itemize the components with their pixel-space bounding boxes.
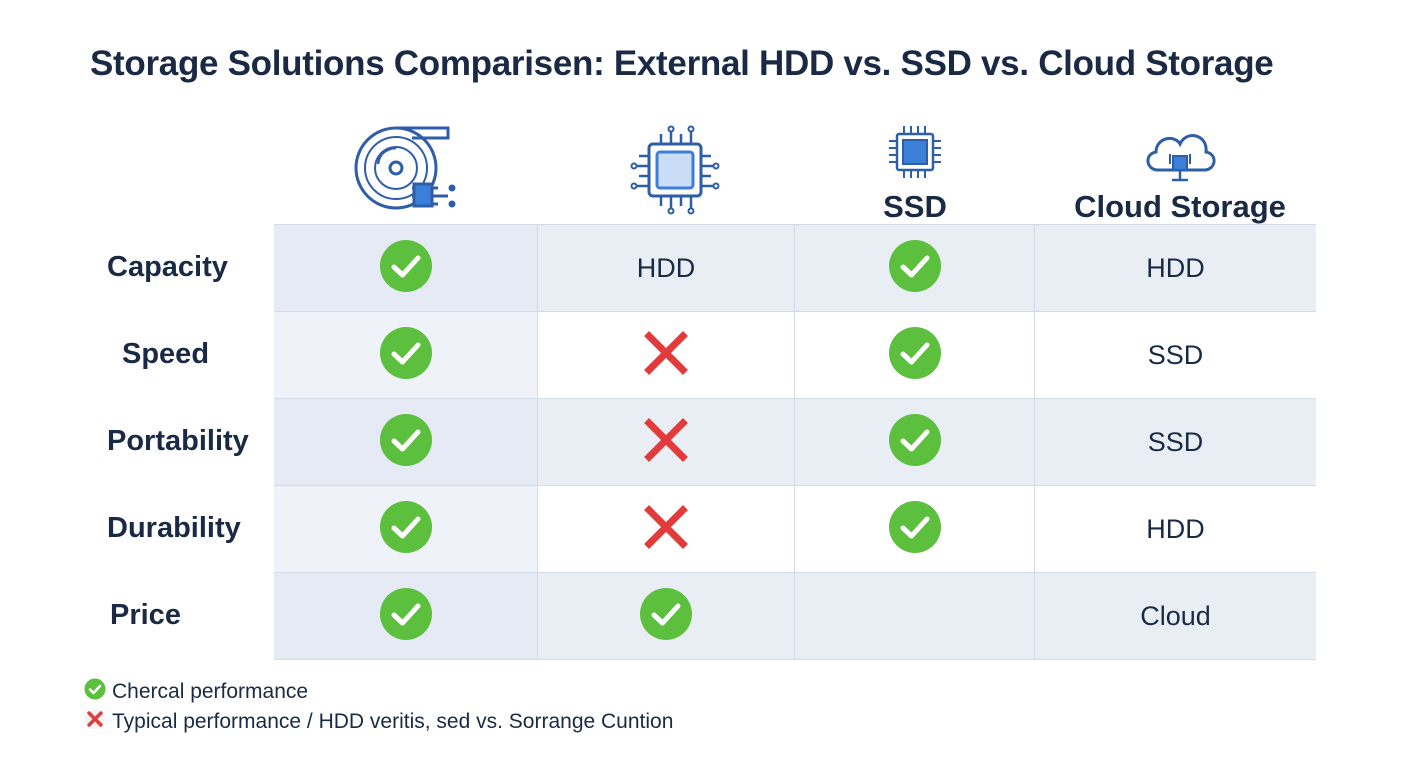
legend-label-check: Chercal performance bbox=[112, 680, 309, 703]
table-cell bbox=[274, 573, 538, 659]
cell-text: SSD bbox=[1147, 426, 1204, 457]
column-header-cloud: Cloud Storage bbox=[1070, 108, 1290, 224]
row-label: Capacity bbox=[107, 250, 228, 283]
hard-disk-icon bbox=[352, 124, 458, 216]
table-cell bbox=[274, 486, 538, 572]
table-row: SSD bbox=[274, 312, 1316, 399]
row-label: Speed bbox=[122, 337, 210, 370]
table-row: HDD bbox=[274, 486, 1316, 573]
chip-icon bbox=[884, 122, 946, 182]
table-cell bbox=[795, 399, 1035, 485]
table-cell bbox=[274, 312, 538, 398]
chip-icon bbox=[629, 124, 721, 216]
table-cell bbox=[538, 573, 795, 659]
table-cell bbox=[795, 312, 1035, 398]
column-label-cloud: Cloud Storage bbox=[1074, 189, 1286, 224]
table-cell: SSD bbox=[1035, 399, 1316, 485]
check-icon bbox=[888, 239, 941, 297]
legend-label-cross: Typical performance / HDD veritis, sed v… bbox=[112, 710, 674, 733]
page-title: Storage Solutions Comparisen: External H… bbox=[90, 44, 1274, 83]
legend-item-check: Chercal performance bbox=[84, 678, 308, 706]
table-row: SSD bbox=[274, 399, 1316, 486]
column-header-hdd bbox=[340, 108, 470, 224]
check-icon bbox=[379, 239, 432, 297]
row-label: Portability bbox=[107, 424, 249, 457]
check-icon bbox=[888, 326, 941, 384]
table-cell bbox=[795, 486, 1035, 572]
cell-text: HDD bbox=[1146, 513, 1205, 544]
cross-icon bbox=[643, 417, 689, 468]
cell-text: SSD bbox=[1147, 339, 1204, 370]
check-icon bbox=[379, 413, 432, 471]
cell-text: HDD bbox=[1146, 252, 1205, 283]
column-header-ssd: SSD bbox=[860, 108, 970, 224]
cross-icon bbox=[643, 504, 689, 555]
cross-icon bbox=[84, 708, 106, 736]
check-icon bbox=[379, 326, 432, 384]
row-label: Durability bbox=[107, 511, 241, 544]
table-cell bbox=[274, 399, 538, 485]
table-cell bbox=[274, 225, 538, 311]
table-cell: Cloud bbox=[1035, 573, 1316, 659]
cloud-icon bbox=[1140, 124, 1220, 182]
check-icon bbox=[640, 587, 692, 645]
cell-text: HDD bbox=[636, 252, 696, 283]
comparison-table: HDD HDD SSD SSD HDD Cloud bbox=[274, 224, 1316, 660]
check-icon bbox=[888, 500, 941, 558]
column-label-ssd: SSD bbox=[883, 189, 947, 224]
table-cell bbox=[538, 312, 795, 398]
table-cell: HDD bbox=[1035, 486, 1316, 572]
check-icon bbox=[379, 587, 432, 645]
table-cell: SSD bbox=[1035, 312, 1316, 398]
table-cell: HDD bbox=[1035, 225, 1316, 311]
cell-text: Cloud bbox=[1140, 600, 1211, 631]
check-icon bbox=[84, 678, 106, 706]
row-label: Price bbox=[110, 598, 181, 631]
table-row: HDD HDD bbox=[274, 225, 1316, 312]
table-cell bbox=[795, 573, 1035, 659]
table-row: Cloud bbox=[274, 573, 1316, 660]
table-cell bbox=[795, 225, 1035, 311]
table-cell bbox=[538, 399, 795, 485]
check-icon bbox=[379, 500, 432, 558]
table-cell: HDD bbox=[538, 225, 795, 311]
legend-item-cross: Typical performance / HDD veritis, sed v… bbox=[84, 708, 673, 736]
cross-icon bbox=[643, 330, 689, 381]
table-cell bbox=[538, 486, 795, 572]
check-icon bbox=[888, 413, 941, 471]
column-header-chip bbox=[620, 108, 730, 224]
